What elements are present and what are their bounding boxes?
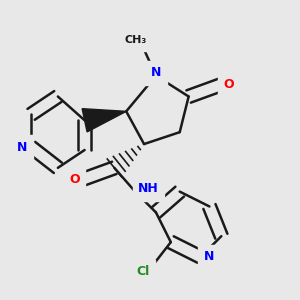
Text: N: N [151, 66, 161, 79]
Text: CH₃: CH₃ [124, 35, 146, 45]
Text: O: O [69, 173, 80, 186]
Polygon shape [82, 109, 126, 132]
Text: N: N [17, 140, 27, 154]
Text: NH: NH [138, 182, 159, 195]
Text: N: N [204, 250, 214, 263]
Text: O: O [224, 78, 234, 91]
Text: Cl: Cl [136, 266, 149, 278]
